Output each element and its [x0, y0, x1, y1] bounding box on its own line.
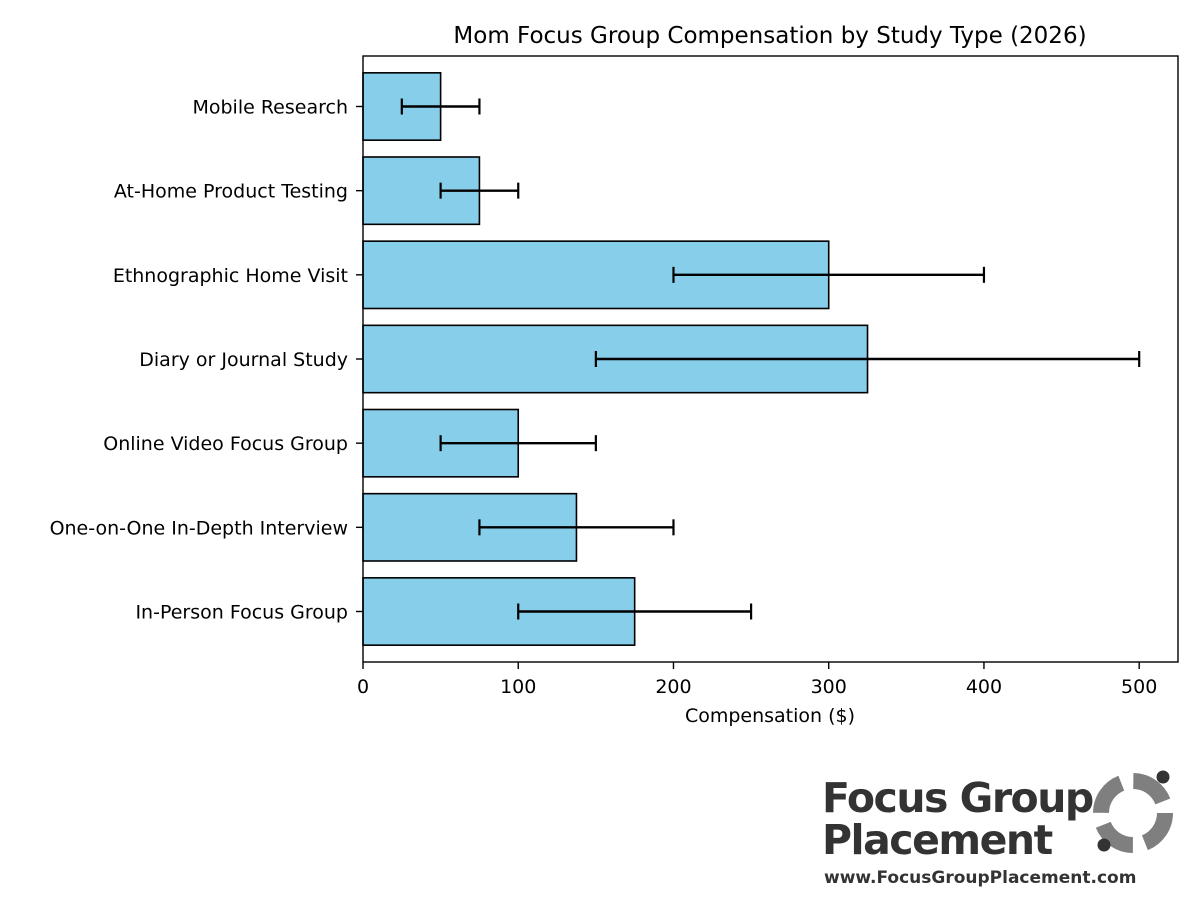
y-tick-label: At-Home Product Testing: [114, 181, 348, 203]
company-logo: Focus Group Placement www.FocusGroupPlac…: [822, 770, 1182, 895]
y-tick-label: One-on-One In-Depth Interview: [50, 517, 348, 539]
logo-text-line1: Focus Group: [822, 774, 1094, 822]
logo-dot-bottom: [1097, 838, 1111, 852]
x-tick-label: 100: [500, 676, 536, 698]
x-axis-label: Compensation ($): [685, 705, 855, 727]
y-tick-label: Online Video Focus Group: [103, 433, 348, 455]
chart-title: Mom Focus Group Compensation by Study Ty…: [453, 23, 1086, 49]
y-tick-label: Mobile Research: [192, 97, 348, 119]
x-tick-label: 0: [357, 676, 369, 698]
logo-mark-icon: [1093, 770, 1173, 853]
logo-url: www.FocusGroupPlacement.com: [824, 868, 1137, 888]
y-tick-label: Ethnographic Home Visit: [113, 265, 348, 287]
logo-ring: [1093, 773, 1173, 853]
x-tick-label: 300: [811, 676, 847, 698]
y-tick-label: Diary or Journal Study: [139, 349, 348, 371]
x-tick-label: 400: [966, 676, 1002, 698]
bar-chart: Mom Focus Group Compensation by Study Ty…: [50, 23, 1179, 727]
logo-text-line2: Placement: [822, 816, 1053, 864]
logo-dot-top: [1156, 770, 1170, 784]
y-tick-label: In-Person Focus Group: [135, 602, 348, 624]
x-tick-label: 200: [655, 676, 691, 698]
x-tick-label: 500: [1121, 676, 1157, 698]
plot-area: In-Person Focus Group One-on-One In-Depth…: [50, 55, 1179, 698]
